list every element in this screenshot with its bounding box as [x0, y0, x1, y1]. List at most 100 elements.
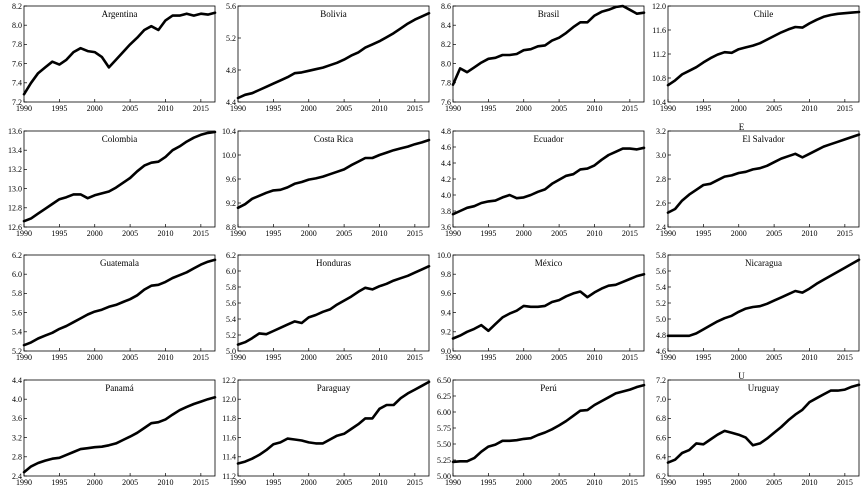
x-tick-label: 2000 — [301, 353, 317, 362]
x-tick-label: 1990 — [230, 353, 246, 362]
x-tick-label: 2005 — [336, 353, 352, 362]
series-line-uruguay — [666, 383, 861, 464]
x-tick-label: 2000 — [731, 353, 747, 362]
y-tick-label: 8.2 — [12, 2, 22, 11]
x-tick-label: 2015 — [193, 104, 209, 113]
x-tick-label: 2005 — [122, 353, 138, 362]
x-tick-label: 2000 — [87, 478, 103, 487]
y-tick-label: 6.4 — [656, 453, 666, 462]
series-line-bolivia — [236, 11, 431, 100]
y-tick-label: 7.2 — [656, 376, 666, 385]
panel-paraguay: Paraguay 11.2 11.4 11.6 11.8 12.0 12.2 1990 1995… — [222, 376, 431, 487]
x-tick-label: 2005 — [122, 478, 138, 487]
x-tick-label: 1995 — [480, 104, 496, 113]
x-tick-label: 2015 — [193, 478, 209, 487]
panel-frame — [237, 130, 430, 228]
x-tick-label: 1995 — [695, 104, 711, 113]
x-tick-label: 2005 — [336, 478, 352, 487]
x-tick-label: 2000 — [87, 104, 103, 113]
panel-bolivia: Bolivia 4.4 4.8 5.2 5.6 1990 1995 2000 2005 2010 2… — [226, 2, 431, 113]
panel-title: El Salvador — [742, 134, 784, 144]
x-tick-label: 2005 — [122, 229, 138, 238]
series-line-nicaragua — [666, 258, 861, 338]
x-tick-label: 2010 — [801, 104, 817, 113]
y-tick-label: 10.4 — [222, 127, 236, 136]
panel-frame — [452, 254, 645, 352]
y-tick-label: 13.6 — [8, 127, 22, 136]
panel-frame — [237, 379, 430, 477]
x-tick-label: 2010 — [371, 229, 387, 238]
panel-frame — [667, 379, 860, 477]
x-tick-label: 2010 — [586, 353, 602, 362]
series-line-argentina — [22, 11, 217, 96]
x-tick-label: 2005 — [122, 104, 138, 113]
x-tick-label: 2015 — [837, 229, 853, 238]
y-tick-label: 4.0 — [12, 395, 22, 404]
y-tick-label: 8.2 — [441, 40, 451, 49]
panel-frame — [23, 379, 216, 477]
x-tick-label: 1990 — [660, 229, 676, 238]
y-tick-label: 6.8 — [656, 414, 666, 423]
y-tick-label: 5.00 — [437, 472, 451, 481]
panel-frame — [667, 5, 860, 103]
y-tick-label: 2.6 — [656, 199, 666, 208]
y-tick-label: 4.8 — [226, 66, 236, 75]
x-tick-label: 1990 — [445, 353, 461, 362]
x-tick-label: 1995 — [51, 478, 67, 487]
panel-title: Chile — [754, 9, 774, 19]
y-tick-label: 2.4 — [656, 223, 666, 232]
y-tick-label: 13.2 — [8, 165, 22, 174]
y-tick-label: 11.4 — [222, 453, 236, 462]
x-tick-label: 2010 — [801, 478, 817, 487]
series-line-brasil — [451, 4, 646, 86]
y-tick-label: 9.8 — [441, 270, 451, 279]
y-tick-label: 5.6 — [226, 299, 236, 308]
y-tick-label: 5.6 — [12, 308, 22, 317]
y-tick-label: 2.8 — [12, 453, 22, 462]
x-tick-label: 2010 — [157, 229, 173, 238]
y-tick-label: 10.4 — [652, 98, 666, 107]
y-tick-label: 8.4 — [441, 21, 451, 30]
x-tick-label: 2000 — [87, 353, 103, 362]
y-tick-label: 8.0 — [12, 21, 22, 30]
panel-peru: Perú 5.00 5.25 5.50 5.75 6.00 6.25 6.50 1990 1995… — [437, 376, 646, 487]
y-tick-label: 4.2 — [441, 175, 451, 184]
y-tick-label: 11.8 — [222, 414, 236, 423]
panel-title: Argentina — [102, 9, 138, 19]
panel-title: Bolivia — [320, 9, 347, 19]
y-tick-label: 5.2 — [656, 299, 666, 308]
x-tick-label: 2015 — [193, 229, 209, 238]
x-tick-label: 1995 — [480, 478, 496, 487]
x-tick-label: 1990 — [230, 229, 246, 238]
panel-chile: Chile 10.4 10.8 11.2 11.6 12.0 1990 1995 2000 200… — [652, 2, 861, 113]
x-tick-label: 2010 — [801, 229, 817, 238]
y-tick-label: 5.8 — [12, 289, 22, 298]
panel-title: Uruguay — [748, 383, 780, 393]
y-tick-label: 10.8 — [652, 74, 666, 83]
y-tick-label: 3.2 — [12, 433, 22, 442]
x-tick-label: 2005 — [551, 104, 567, 113]
y-tick-label: 6.0 — [12, 270, 22, 279]
y-tick-label: 5.75 — [437, 424, 451, 433]
y-tick-label: 6.2 — [226, 251, 236, 260]
y-tick-label: 3.6 — [12, 414, 22, 423]
panel-colombia: Colombia 12.6 12.8 13.0 13.2 13.4 13.6 1990 1995… — [8, 127, 217, 238]
panel-title: Costa Rica — [314, 134, 353, 144]
series-line-guatemala — [22, 258, 217, 347]
x-tick-label: 2015 — [193, 353, 209, 362]
x-tick-label: 2005 — [766, 353, 782, 362]
panel-title: Panamá — [105, 383, 134, 393]
y-tick-label: 4.6 — [441, 143, 451, 152]
x-tick-label: 2000 — [301, 478, 317, 487]
y-tick-label: 5.6 — [656, 267, 666, 276]
x-tick-label: 1990 — [660, 353, 676, 362]
y-tick-label: 5.0 — [226, 347, 236, 356]
x-tick-label: 2015 — [837, 104, 853, 113]
x-tick-label: 1995 — [51, 353, 67, 362]
x-tick-label: 1990 — [16, 353, 32, 362]
series-line-honduras — [236, 264, 431, 346]
panel-frame — [23, 5, 216, 103]
y-tick-label: 13.0 — [8, 184, 22, 193]
y-tick-label: 6.25 — [437, 392, 451, 401]
x-tick-label: 2010 — [157, 353, 173, 362]
